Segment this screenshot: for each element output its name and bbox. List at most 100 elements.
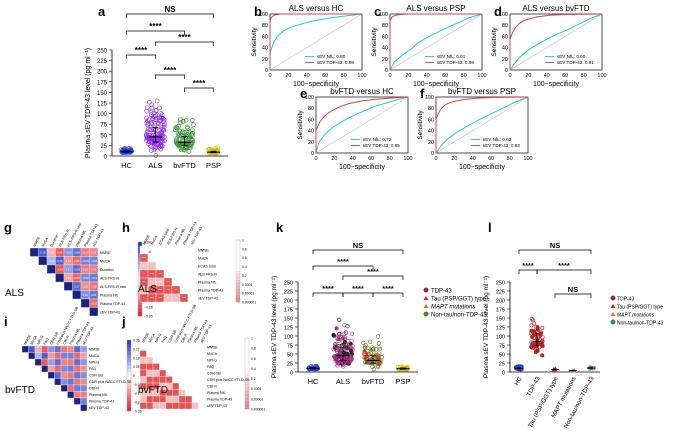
data-point — [337, 331, 342, 336]
legend-color-step — [245, 405, 249, 410]
legend-color-step — [127, 364, 131, 369]
data-point — [336, 338, 341, 343]
row-label: Plasma NfL — [198, 281, 217, 285]
data-point — [158, 111, 164, 116]
legend-label: Tau (PSP/GGT) type — [617, 305, 663, 311]
data-point — [174, 138, 179, 143]
legend-color-step — [236, 240, 240, 244]
data-point — [377, 346, 383, 352]
heatmap-cell — [159, 402, 167, 410]
roc-curve — [509, 13, 603, 71]
data-point — [341, 342, 346, 347]
data-point — [364, 358, 369, 364]
y-tick-label: 20 — [428, 140, 434, 146]
y-tick-label: 150 — [97, 91, 108, 97]
data-point — [378, 359, 384, 364]
legend-tick-label: 0.0001 — [251, 387, 261, 391]
heatmap-cell — [73, 371, 81, 379]
row-label: ALS-FRS-R — [198, 273, 217, 277]
row-label: CBI-R — [207, 385, 217, 389]
data-point — [365, 352, 370, 357]
y-tick-label: 0 — [290, 371, 293, 377]
data-point — [144, 120, 150, 125]
column-label: FAQ — [43, 337, 50, 345]
y-tick-label: 80 — [502, 23, 508, 29]
heatmap-cell — [38, 256, 48, 266]
heatmap-cell — [67, 358, 75, 366]
y-tick-label: 100 — [379, 12, 388, 18]
x-tick-label: 80 — [507, 156, 513, 162]
y-tick-label: 60 — [308, 117, 314, 123]
x-tick-label: 100 — [597, 73, 606, 79]
data-point — [149, 105, 155, 111]
column-label: MoCA — [41, 236, 50, 247]
heatmap-cell — [73, 352, 81, 360]
data-point — [144, 135, 150, 140]
data-point — [533, 350, 538, 355]
heatmap-cell — [46, 264, 56, 274]
cell-value: −0.05 — [82, 285, 89, 289]
column-label: MMSE — [23, 334, 32, 346]
heatmap-cell — [80, 345, 88, 353]
row-label: ECAS total — [198, 265, 216, 269]
data-point — [148, 127, 153, 132]
data-point — [350, 347, 355, 352]
heatmap-cell — [67, 384, 75, 392]
data-point — [336, 332, 341, 337]
row-label: MoCA — [198, 257, 209, 261]
chart-title: bvFTD versus HC — [330, 87, 394, 96]
y-tick-label: 40 — [502, 46, 508, 52]
y-tick-label: 150 — [284, 317, 293, 323]
data-point — [538, 333, 543, 338]
heatmap-cell — [139, 363, 147, 371]
heatmap-cell — [67, 391, 75, 399]
legend-tick-label: −0.09 — [133, 383, 142, 387]
data-point — [376, 361, 382, 367]
significance-label: **** — [135, 46, 148, 55]
legend-label: sEV TDP-43: 0.85 — [363, 143, 400, 148]
heatmap-cell — [73, 358, 81, 366]
heatmap-cell — [146, 395, 154, 403]
legend-color-step — [245, 352, 249, 357]
y-tick-label: 250 — [284, 281, 293, 287]
legend-color-step — [127, 368, 131, 373]
significance-label: **** — [337, 257, 349, 266]
y-tick-label: 80 — [428, 106, 434, 112]
roc-curve — [435, 96, 529, 154]
cell-value: 0.17 — [66, 268, 72, 272]
heatmap-cell — [80, 352, 88, 360]
legend-tick-label: 0.27 — [133, 347, 140, 351]
data-point — [341, 364, 346, 369]
x-category-label: PSP — [395, 377, 410, 386]
data-point — [340, 343, 345, 348]
y-tick-label: 40 — [428, 129, 434, 135]
heatmap-cell — [159, 395, 167, 403]
data-point — [149, 134, 155, 139]
heatmap-cell — [80, 391, 88, 399]
legend-color-step — [127, 386, 131, 390]
legend-color-step — [245, 380, 249, 385]
heatmap-cell — [152, 402, 160, 410]
y-tick-label: 20 — [262, 57, 268, 63]
legend-tick-label: 0.09 — [133, 365, 140, 369]
heatmap-cell — [165, 395, 173, 403]
heatmap-cell — [163, 269, 173, 279]
legend-color-step — [127, 400, 131, 405]
significance-bracket — [342, 292, 374, 297]
y-tick-label: 25 — [287, 362, 293, 368]
data-point — [373, 347, 379, 352]
heatmap-cell — [172, 376, 180, 384]
y-tick-label: 150 — [496, 317, 505, 323]
heatmap-cell — [146, 369, 154, 377]
legend-color-step — [127, 343, 131, 348]
heatmap-cell — [41, 345, 49, 353]
roc-curve — [435, 96, 529, 153]
data-point — [343, 330, 349, 335]
legend-color-step — [127, 375, 131, 380]
y-axis-label: Plasma sEV TDP-43 level (pg ml⁻¹) — [271, 276, 278, 378]
x-tick-label: 100 — [357, 73, 366, 79]
x-category-label: ALS — [148, 161, 162, 170]
heatmap-cell — [54, 371, 62, 379]
row-label: FAQ — [207, 365, 214, 369]
legend-frame — [244, 337, 250, 410]
